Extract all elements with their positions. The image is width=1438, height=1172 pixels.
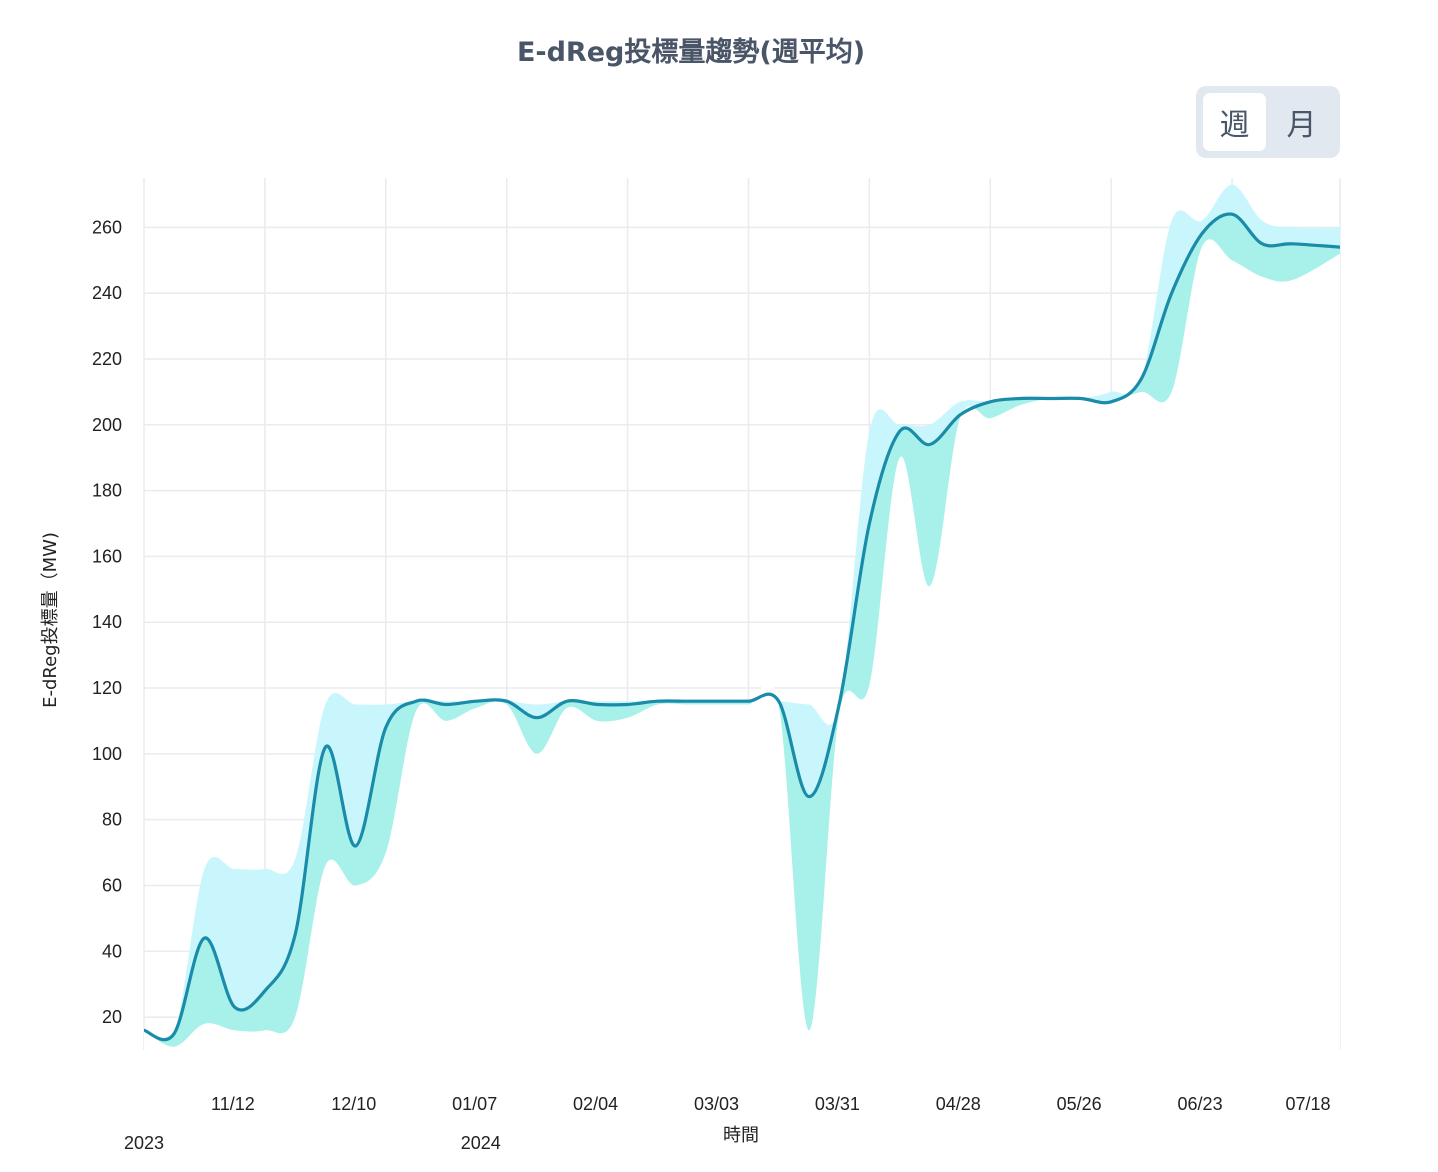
x-axis: 11/12 12/10 01/07 02/04 03/03 03/31 04/28 05/26… [124,1094,1331,1153]
x-tick-label: 03/03 [694,1094,739,1114]
y-tick-label: 120 [92,678,122,698]
y-axis-title: E-dReg投標量（MW) [40,532,61,708]
y-tick-label: 180 [92,481,122,501]
y-tick-label: 260 [92,217,122,237]
y-tick-label: 80 [102,810,122,830]
y-tick-label: 20 [102,1007,122,1027]
x-year-label: 2024 [461,1133,501,1153]
x-tick-label: 05/26 [1057,1094,1102,1114]
y-tick-label: 140 [92,612,122,632]
y-tick-label: 60 [102,875,122,895]
y-tick-label: 240 [92,283,122,303]
range-band [144,184,1340,1050]
series-line [144,212,1340,1042]
x-tick-label: 04/28 [936,1094,981,1114]
y-tick-label: 160 [92,546,122,566]
y-tick-label: 200 [92,415,122,435]
x-tick-label: 03/31 [815,1094,860,1114]
x-tick-label: 12/10 [331,1094,376,1114]
y-tick-label: 40 [102,941,122,961]
band-mask [144,239,1340,1050]
x-year-label: 2023 [124,1133,164,1153]
month-toggle-button[interactable]: 月 [1286,108,1317,143]
x-tick-label: 07/18 [1285,1094,1330,1114]
x-tick-label: 06/23 [1178,1094,1223,1114]
y-tick-label: 100 [92,744,122,764]
chart-title: E-dReg投標量趨勢(週平均) [516,37,866,68]
y-tick-label: 220 [92,349,122,369]
week-toggle-button[interactable]: 週 [1203,93,1266,151]
series-line-path [144,212,1340,1042]
period-toggle: 週 月 [1196,86,1340,158]
x-axis-title: 時間 [723,1125,759,1146]
x-tick-label: 02/04 [573,1094,618,1114]
x-tick-label: 01/07 [452,1094,497,1114]
x-tick-label: 11/12 [211,1094,255,1114]
y-axis: 20 40 60 80 100 120 140 160 180 200 220 240 260 [92,217,122,1027]
